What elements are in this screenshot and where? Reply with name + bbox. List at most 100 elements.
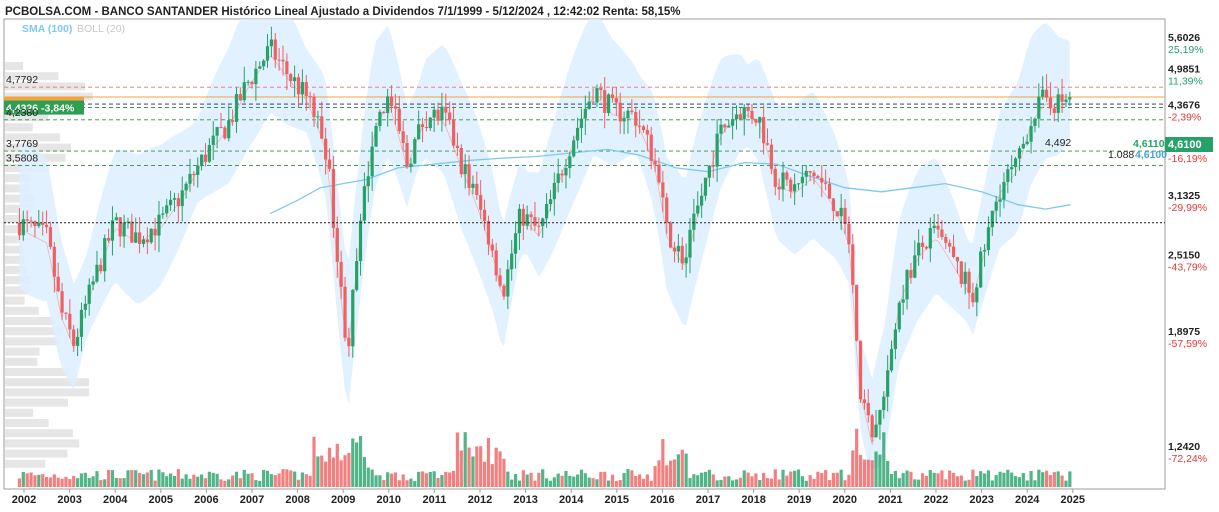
candle-body [812, 172, 816, 177]
level-lines [4, 86, 1165, 166]
candle-body [990, 210, 994, 228]
candle-body [285, 61, 289, 75]
profile-bar [5, 204, 33, 213]
volume-bar [731, 480, 735, 487]
candle-body [905, 270, 909, 300]
volume-bar [33, 475, 37, 487]
volume-bar [692, 474, 696, 487]
candle-body [979, 251, 983, 288]
volume-bar [134, 470, 138, 487]
volume-bar [64, 476, 68, 487]
volume-bar [1017, 477, 1022, 487]
volume-bar [583, 473, 587, 487]
candle-body [382, 111, 386, 114]
volume-bar [870, 460, 874, 487]
volume-bar [308, 475, 312, 487]
volume-bar [490, 464, 494, 487]
volume-bar [665, 465, 669, 487]
volume-bar [606, 480, 611, 487]
volume-bar [471, 456, 475, 487]
x-tick-label: 2002 [12, 494, 36, 506]
candle-body [250, 81, 254, 85]
volume-bar [246, 473, 250, 487]
y-tick-price: 1,2420 [1168, 441, 1200, 453]
volume-bar [401, 474, 405, 487]
x-tick-label: 2021 [878, 494, 902, 506]
candle-body [455, 145, 460, 148]
volume-bar [738, 477, 742, 487]
x-tick-label: 2019 [787, 494, 811, 506]
volume-bar [56, 477, 60, 487]
candle-body [521, 208, 525, 226]
candle-body [1029, 125, 1033, 142]
candle-body [258, 66, 262, 69]
volume-bar [851, 450, 855, 487]
x-tick-label: 2014 [559, 494, 584, 506]
x-axis: 2002 2003 2004 2005 2006 2007 2008 2009 2010 2011… [12, 489, 1085, 506]
volume-bar [676, 454, 680, 487]
volume-bar [106, 469, 111, 487]
x-tick-label: 2004 [103, 494, 128, 506]
volume-bar [250, 473, 254, 487]
volume-bar [327, 447, 332, 487]
x-tick-label: 2008 [285, 494, 309, 506]
volume-bars [17, 428, 1072, 487]
candle-body [870, 415, 874, 438]
candle-body [490, 244, 494, 251]
candle-body [448, 112, 452, 120]
candle-body [91, 281, 95, 285]
candle-body [130, 221, 134, 243]
candle-body [816, 176, 820, 178]
volume-bar [513, 474, 518, 487]
candle-body [793, 184, 797, 192]
volume-bar [463, 432, 467, 487]
volume-bar [44, 476, 49, 487]
y-tick-pct: -72,24% [1168, 453, 1207, 465]
volume-bar [932, 472, 936, 487]
level-badge [4, 100, 84, 115]
volume-bar [893, 470, 898, 487]
volume-bar [975, 476, 979, 487]
candle-body [510, 253, 514, 270]
candle-body [95, 264, 99, 282]
volume-bar [304, 474, 308, 487]
profile-bar [5, 449, 68, 458]
profile-bar [5, 317, 55, 325]
candle-body [324, 138, 328, 160]
x-tick-label: 2018 [741, 494, 765, 506]
candle-body [913, 255, 917, 278]
profile-bar [5, 184, 30, 193]
volume-bar [1060, 475, 1064, 487]
volume-bar [688, 478, 692, 487]
candle-body [1010, 167, 1014, 170]
volume-bar [444, 471, 448, 487]
candle-body [482, 209, 487, 221]
level-label: 4,2380 [6, 107, 38, 119]
candle-body [134, 232, 138, 243]
y-tick-pct: -16,19% [1168, 153, 1207, 165]
candle-body [727, 125, 731, 128]
candle-body [796, 183, 801, 185]
volume-bar [572, 476, 576, 487]
volume-bar [793, 470, 797, 487]
candle-body [172, 198, 177, 200]
candle-body [529, 214, 533, 218]
candle-body [200, 154, 204, 166]
candle-body [196, 165, 200, 175]
annotation-price-c: 4,492 [1045, 137, 1071, 149]
x-tick-label: 2011 [422, 494, 446, 506]
bollinger-band [19, 19, 1070, 469]
candle-body [657, 164, 661, 183]
candle-body [924, 246, 929, 249]
candle-body [955, 256, 960, 262]
profile-bar [5, 398, 69, 407]
candle-body [254, 68, 258, 85]
profile-bar [5, 306, 39, 315]
candle-body [37, 222, 41, 227]
volume-bar [843, 480, 847, 487]
volume-bar [91, 476, 95, 487]
chart-title: PCBOLSA.COM - BANCO SANTANDER Histórico … [5, 6, 681, 18]
candle-body [184, 183, 188, 191]
volume-bar [68, 479, 72, 487]
volume-bar [498, 451, 502, 487]
